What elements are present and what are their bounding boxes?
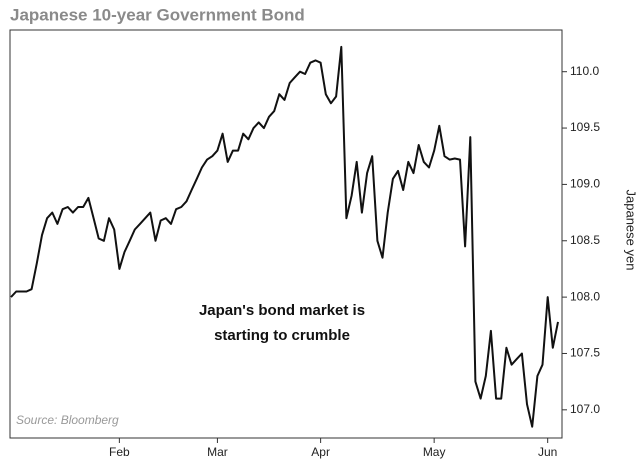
y-tick-label: 107.5 [570,346,600,360]
y-axis-label: Japanese yen [624,190,639,271]
annotation: Japan's bond market is [199,302,365,319]
y-tick-label: 107.0 [570,402,600,416]
annotation: starting to crumble [214,327,350,344]
price-line [10,45,559,428]
source-note: Source: Bloomberg [16,413,119,427]
x-tick-label: Apr [311,445,330,459]
y-tick-label: 109.5 [570,120,600,134]
y-tick-label: 108.5 [570,233,600,247]
x-tick-label: May [423,445,446,459]
x-tick-label: Mar [207,445,228,459]
y-tick-label: 109.0 [570,177,600,191]
y-tick-label: 108.0 [570,289,600,303]
chart-title: Japanese 10-year Government Bond [10,5,305,24]
x-tick-label: Feb [109,445,130,459]
x-tick-label: Jun [538,445,557,459]
plot-frame [9,29,563,439]
y-tick-label: 110.0 [570,64,599,78]
